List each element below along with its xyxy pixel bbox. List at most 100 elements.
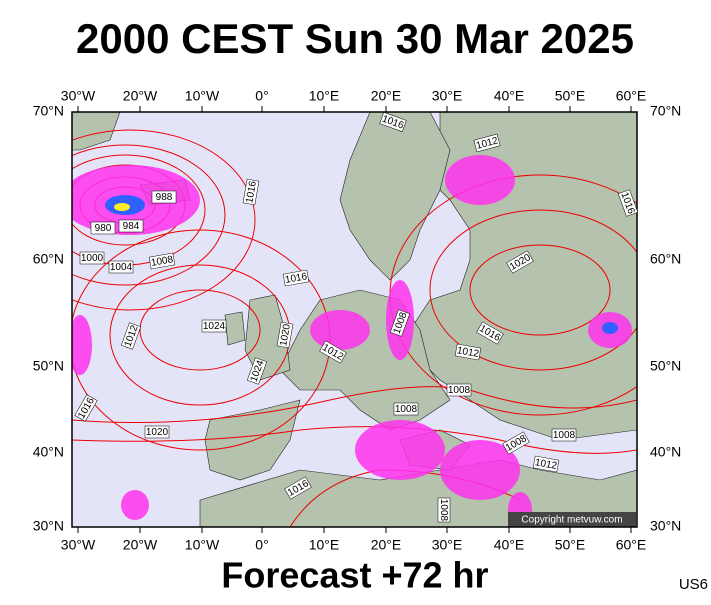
isobar-value: 1016 bbox=[244, 180, 259, 204]
isobar-label-box bbox=[246, 357, 268, 385]
longitude-label-bottom: 20°W bbox=[123, 537, 158, 553]
model-code: US6 bbox=[679, 576, 708, 593]
isobar-label-box bbox=[276, 321, 294, 349]
longitude-label-bottom: 30°W bbox=[61, 537, 96, 553]
isobar-label: 1008 bbox=[393, 402, 419, 416]
isobar-label: 1012 bbox=[532, 455, 560, 473]
longitude-label-top: 20°E bbox=[371, 88, 402, 104]
isobar-label-box bbox=[74, 394, 98, 422]
isobar-label-box bbox=[120, 322, 142, 350]
isobar-label: 1008 bbox=[148, 252, 176, 270]
isobar-label-box bbox=[151, 190, 177, 204]
isobar-label-box bbox=[437, 497, 451, 523]
latitude-label-left: 50°N bbox=[33, 358, 64, 374]
isobar-label: 1004 bbox=[108, 260, 134, 274]
isobar-value: 1000 bbox=[81, 253, 104, 264]
isobar-label-box bbox=[454, 343, 482, 361]
isobar-label-box bbox=[617, 189, 639, 217]
longitude-label-top: 30°W bbox=[61, 88, 96, 104]
longitude-label-top: 40°E bbox=[494, 88, 525, 104]
isobar-label-box bbox=[551, 428, 577, 442]
isobar-value: 1008 bbox=[395, 404, 418, 415]
isobar-value: 1020 bbox=[146, 427, 169, 438]
longitude-label-top: 20°W bbox=[123, 88, 158, 104]
title: 2000 CEST Sun 30 Mar 2025 bbox=[76, 15, 634, 62]
isobar-label: 980 bbox=[90, 221, 116, 235]
isobar-label: 1020 bbox=[144, 425, 170, 439]
longitude-label-bottom: 10°W bbox=[185, 537, 220, 553]
longitude-label-bottom: 10°E bbox=[309, 537, 340, 553]
isobar-label-box bbox=[242, 178, 260, 206]
isobar-label-box bbox=[473, 133, 501, 153]
map-area: Copyright metvuw.com bbox=[72, 112, 637, 527]
longitude-label-bottom: 40°E bbox=[494, 537, 525, 553]
isobar-label-box bbox=[282, 269, 310, 287]
isobar-label: 1008 bbox=[446, 383, 472, 397]
isobar-value: 1012 bbox=[534, 457, 558, 472]
isobar-label: 1020 bbox=[276, 321, 294, 349]
isobar-label-box bbox=[79, 251, 105, 265]
longitude-label-top: 60°E bbox=[616, 88, 647, 104]
longitude-label-top: 50°E bbox=[555, 88, 586, 104]
isobar-label-box bbox=[90, 221, 116, 235]
isobar-label: 1012 bbox=[454, 343, 482, 361]
latitude-label-right: 40°N bbox=[650, 444, 681, 460]
longitude-label-top: 30°E bbox=[432, 88, 463, 104]
latitude-label-right: 70°N bbox=[650, 103, 681, 119]
latitude-label-right: 30°N bbox=[650, 518, 681, 534]
isobar-label: 1000 bbox=[79, 251, 105, 265]
isobar-label-box bbox=[284, 476, 312, 500]
isobar-value: 988 bbox=[156, 192, 173, 203]
isobar-label-box bbox=[118, 219, 144, 233]
longitude-label-top: 0° bbox=[255, 88, 268, 104]
isobar-label: 1016 bbox=[282, 269, 310, 287]
isobar-label-box bbox=[476, 321, 504, 345]
isobar-value: 1016 bbox=[284, 271, 308, 286]
isobar-label-box bbox=[532, 455, 560, 473]
isobar-label: 1012 bbox=[473, 133, 501, 153]
isobar-value: 1008 bbox=[553, 430, 576, 441]
isobar-label-box bbox=[379, 111, 407, 133]
latitude-label-left: 30°N bbox=[33, 518, 64, 534]
latitude-label-right: 50°N bbox=[650, 358, 681, 374]
latitude-label-left: 70°N bbox=[33, 103, 64, 119]
longitude-label-bottom: 30°E bbox=[432, 537, 463, 553]
longitude-label-bottom: 20°E bbox=[371, 537, 402, 553]
isobar-label-box bbox=[502, 431, 530, 455]
isobar-value: 1004 bbox=[110, 262, 133, 273]
isobar-label-box bbox=[506, 250, 534, 274]
isobar-label: 984 bbox=[118, 219, 144, 233]
isobar-label: 1008 bbox=[437, 497, 451, 523]
isobar-value: 1012 bbox=[456, 345, 480, 360]
isobar-value: 1024 bbox=[203, 321, 226, 332]
longitude-label-bottom: 50°E bbox=[555, 537, 586, 553]
isobar-value: 1008 bbox=[448, 385, 471, 396]
isobar-label-box bbox=[319, 340, 347, 364]
isobar-label-box bbox=[148, 252, 176, 270]
copyright: Copyright metvuw.com bbox=[521, 515, 622, 526]
isobar-label-box bbox=[144, 425, 170, 439]
isobar-value: 980 bbox=[95, 223, 112, 234]
forecast-label: Forecast +72 hr bbox=[221, 555, 488, 596]
longitude-label-bottom: 60°E bbox=[616, 537, 647, 553]
isobar-label: 1016 bbox=[242, 178, 260, 206]
isobar-label: 988 bbox=[151, 190, 177, 204]
isobar-label-box bbox=[393, 402, 419, 416]
isobar-label-box bbox=[201, 319, 227, 333]
longitude-label-bottom: 0° bbox=[255, 537, 268, 553]
latitude-label-right: 60°N bbox=[650, 251, 681, 267]
isobar-label-box bbox=[446, 383, 472, 397]
isobar-value: 984 bbox=[123, 221, 140, 232]
copyright-box bbox=[508, 512, 636, 527]
longitude-label-top: 10°E bbox=[309, 88, 340, 104]
latitude-label-left: 60°N bbox=[33, 251, 64, 267]
isobar-label: 1008 bbox=[551, 428, 577, 442]
isobar-value: 1008 bbox=[438, 499, 449, 522]
isobar-label-box bbox=[389, 309, 411, 337]
isobar-label: 1024 bbox=[201, 319, 227, 333]
isobar-value: 1020 bbox=[278, 323, 293, 347]
longitude-label-top: 10°W bbox=[185, 88, 220, 104]
latitude-label-left: 40°N bbox=[33, 444, 64, 460]
map-frame bbox=[71, 111, 638, 528]
